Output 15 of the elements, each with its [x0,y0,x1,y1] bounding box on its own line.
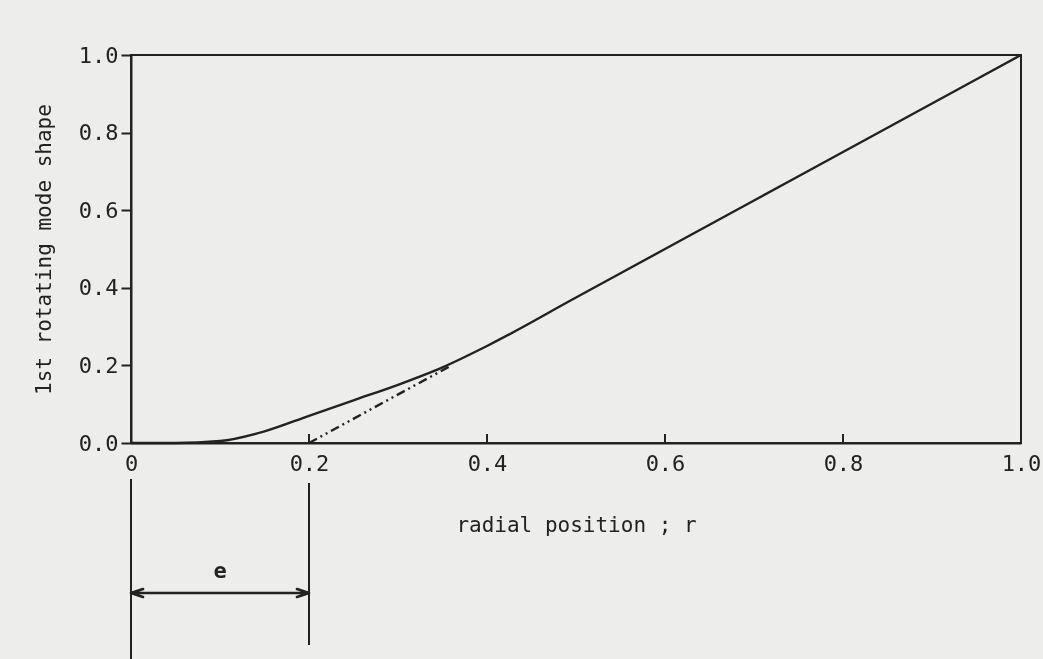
x-tick-label: 0.4 [467,450,508,476]
y-tick-label: 0.0 [78,430,119,456]
y-tick-label: 0.4 [78,275,119,301]
x-tick-label: 0 [124,450,139,476]
y-axis-title: 1st rotating mode shape [31,104,56,395]
y-tick-label: 0.8 [78,120,119,146]
x-tick-label: 1.0 [1001,450,1042,476]
x-tick-label: 0.6 [645,450,686,476]
x-tick-label: 0.2 [289,450,330,476]
y-tick-label: 0.6 [78,197,119,223]
x-tick-label: 0.8 [823,450,864,476]
x-axis-title: radial position ; r [456,512,697,537]
y-tick-label: 0.2 [78,352,119,378]
text: e [213,558,227,583]
y-tick-label: 1.0 [78,42,119,68]
